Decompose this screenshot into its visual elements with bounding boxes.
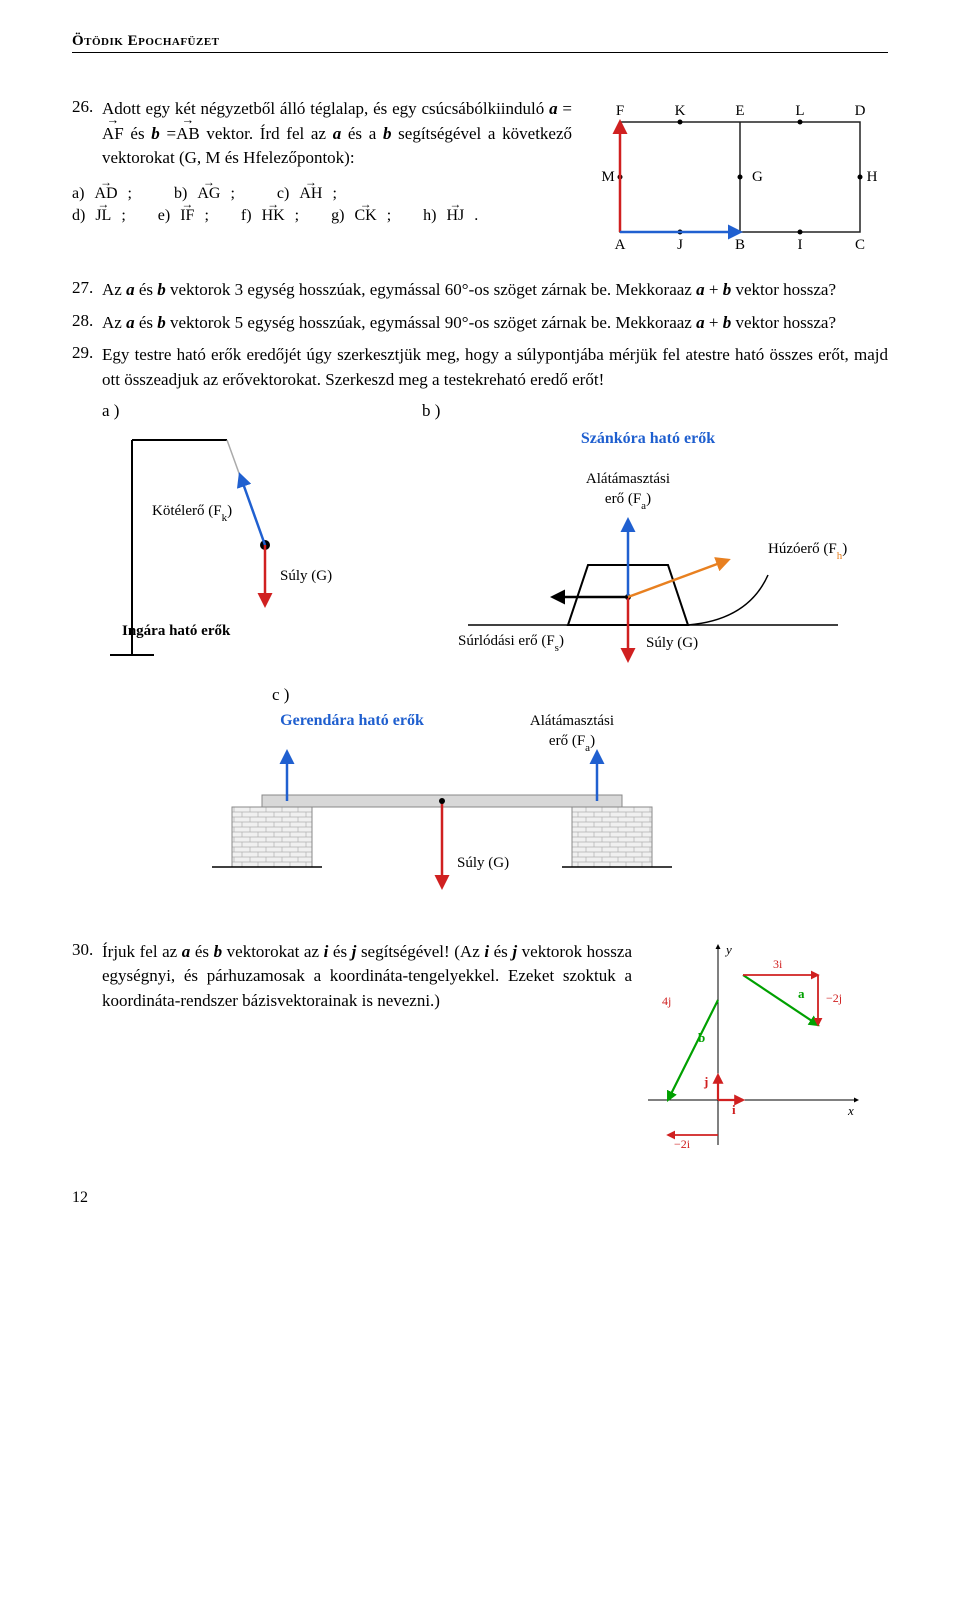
svg-text:L: L (795, 103, 804, 119)
svg-text:j: j (703, 1074, 708, 1089)
svg-text:J: J (677, 237, 683, 253)
svg-text:H: H (867, 169, 878, 185)
q29-a-label: a ) (102, 401, 422, 421)
svg-text:Gerendára ható erők: Gerendára ható erők (280, 712, 424, 729)
svg-text:F: F (616, 103, 624, 119)
svg-text:Súly (G): Súly (G) (646, 635, 698, 651)
page-number: 12 (72, 1189, 888, 1207)
q29-fig-a: Kötélerő (Fk) Súly (G) Ingára ható erők (102, 425, 402, 675)
q29-text: Egy testre ható erők eredőjét úgy szerke… (102, 343, 888, 392)
q26-block: 26. Adott egy két négyzetből álló téglal… (72, 97, 888, 272)
svg-text:b: b (698, 1030, 705, 1045)
svg-text:i: i (732, 1102, 736, 1117)
svg-text:C: C (855, 237, 865, 253)
q27-block: 27. Az a és b vektorok 3 egység hosszúak… (72, 278, 888, 303)
q29-fig-b: Szánkóra ható erők Alátámasztási erő (Fa… (418, 425, 878, 675)
svg-text:Ingára ható erők: Ingára ható erők (122, 623, 231, 639)
q30-block: 30. Írjuk fel az a és b vektorokat az i … (72, 940, 888, 1155)
header-title: Ötödik Epochafüzet (72, 33, 220, 49)
q29-c-label: c ) (272, 685, 888, 705)
q26-options-row2: d) JL ; e) IF ; f) HK ; g) CK ; h) HJ . (72, 207, 572, 225)
q29-ab-labels: a ) b ) (102, 401, 888, 421)
q26-figure: F K E L D M G H A J B I C (590, 97, 888, 272)
q28-number: 28. (72, 311, 102, 331)
svg-text:D: D (855, 103, 866, 119)
svg-text:Alátámasztási: Alátámasztási (586, 471, 670, 487)
q26-text: Adott egy két négyzetből álló téglalap, … (102, 97, 572, 171)
svg-text:erő (Fa): erő (Fa) (605, 491, 651, 512)
svg-text:Alátámasztási: Alátámasztási (530, 713, 614, 729)
svg-text:Súly (G): Súly (G) (457, 855, 509, 871)
svg-text:K: K (675, 103, 686, 119)
svg-text:−2j: −2j (826, 991, 842, 1005)
svg-text:I: I (798, 237, 803, 253)
svg-text:Kötélerő (Fk): Kötélerő (Fk) (152, 503, 232, 524)
svg-text:A: A (615, 237, 626, 253)
svg-text:3i: 3i (773, 957, 783, 971)
svg-text:Súrlódási erő (Fs): Súrlódási erő (Fs) (458, 633, 564, 654)
q29-figure-row: Kötélerő (Fk) Súly (G) Ingára ható erők … (102, 425, 888, 675)
q29-number: 29. (72, 343, 102, 363)
svg-text:Szánkóra ható erők: Szánkóra ható erők (581, 430, 715, 447)
q26-number: 26. (72, 97, 102, 117)
q29-block: 29. Egy testre ható erők eredőjét úgy sz… (72, 343, 888, 392)
svg-text:x: x (847, 1103, 854, 1118)
svg-text:−2i: −2i (674, 1137, 691, 1150)
page-header: Ötödik Epochafüzet (72, 32, 888, 53)
svg-text:Húzóerő (Fh): Húzóerő (Fh) (768, 541, 847, 562)
q28-text: Az a és b vektorok 5 egység hosszúak, eg… (102, 311, 888, 336)
svg-text:E: E (735, 103, 744, 119)
svg-text:M: M (601, 169, 614, 185)
q27-text: Az a és b vektorok 3 egység hosszúak, eg… (102, 278, 888, 303)
q30-text: Írjuk fel az a és b vektorokat az i és j… (102, 940, 632, 1014)
q30-number: 30. (72, 940, 102, 960)
svg-text:B: B (735, 237, 745, 253)
svg-text:y: y (724, 942, 732, 957)
q29-fig-c: Gerendára ható erők Alátámasztási erő (F… (202, 707, 888, 912)
svg-text:a: a (798, 986, 805, 1001)
svg-text:4j: 4j (662, 994, 671, 1008)
svg-text:Súly (G): Súly (G) (280, 568, 332, 584)
q27-number: 27. (72, 278, 102, 298)
q30-figure: y x i j a 3i −2j b 4j −2i (648, 940, 868, 1155)
svg-text:erő (Fa): erő (Fa) (549, 733, 595, 754)
q28-block: 28. Az a és b vektorok 5 egység hosszúak… (72, 311, 888, 336)
q29-b-label: b ) (422, 401, 440, 421)
svg-text:G: G (752, 169, 763, 185)
q26-options-row1: a) AD ; b) AG ; c) AH ; (72, 185, 572, 203)
